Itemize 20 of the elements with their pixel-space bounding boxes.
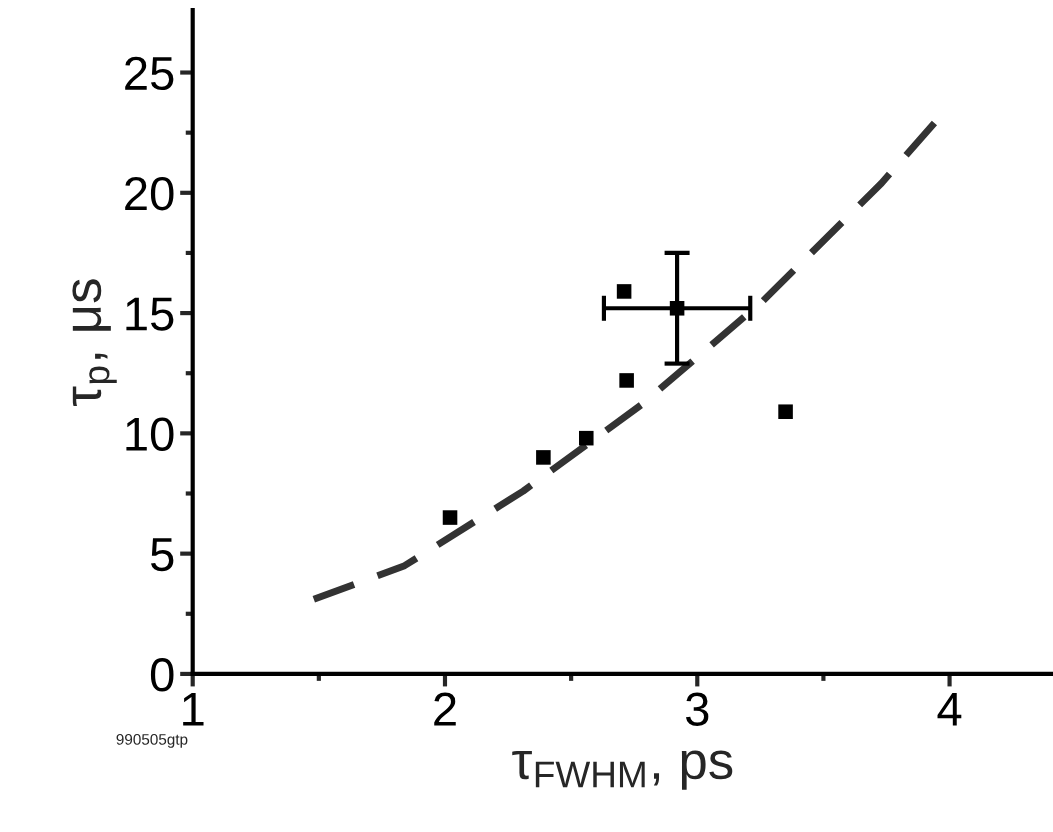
point <box>442 510 458 525</box>
y-tick-label: 5 <box>150 538 174 572</box>
point <box>619 373 634 388</box>
point <box>536 450 551 465</box>
point <box>616 284 632 299</box>
y-tick-label: 0 <box>150 658 174 692</box>
x-tick-label: 4 <box>937 693 962 726</box>
y-tick-label: 25 <box>125 56 174 91</box>
x-tick-label: 1 <box>183 693 204 726</box>
y-tick-label: 15 <box>126 297 174 331</box>
point <box>778 404 793 419</box>
point <box>669 300 685 316</box>
y-axis-title: τ$_{p}$, μs <box>72 279 117 407</box>
x-tick-label: 3 <box>685 692 709 726</box>
y-tick-label: 10 <box>126 417 174 451</box>
point <box>578 430 594 446</box>
y-tick-label: 20 <box>125 176 174 211</box>
text: 990505gtp <box>116 733 188 748</box>
x-axis-title: τ$_{FWHM}$, ps <box>512 750 733 790</box>
x-tick-label: 2 <box>434 692 456 726</box>
